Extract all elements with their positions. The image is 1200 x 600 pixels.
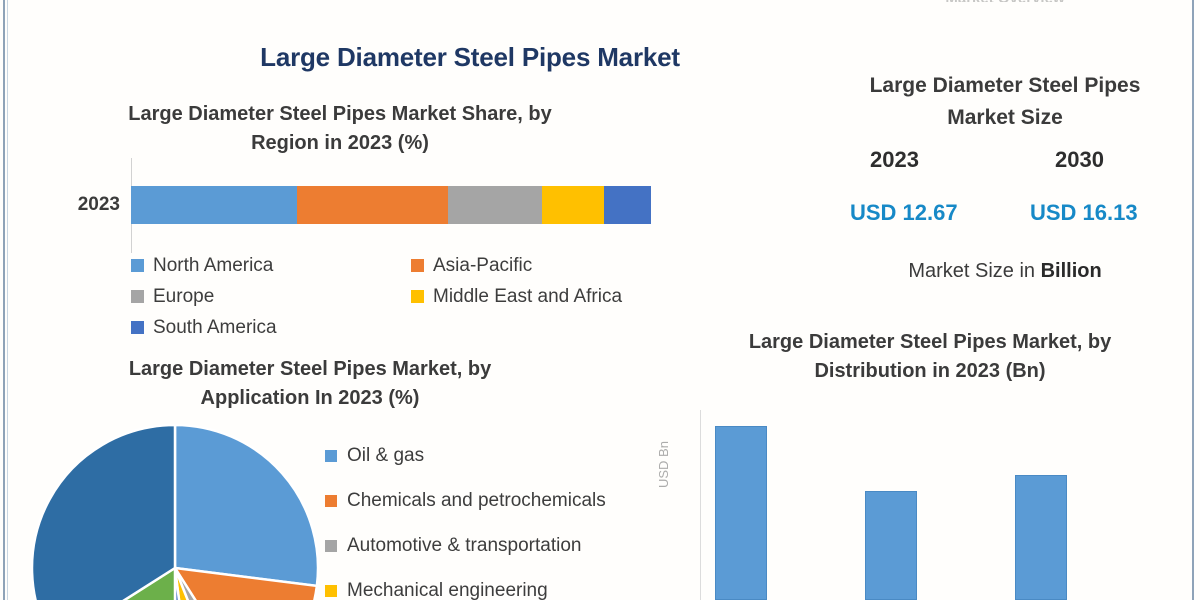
market-size-year-start: 2023: [870, 147, 919, 172]
region-segment-europe: [448, 186, 542, 224]
legend-item: Europe: [131, 281, 411, 312]
region-share-title-line2: Region in 2023 (%): [251, 132, 429, 154]
distribution-axis-line: [700, 410, 701, 600]
pie-slice-construction: [30, 423, 177, 600]
pie-svg: [30, 423, 320, 600]
region-segment-middle-east-and-africa: [541, 186, 605, 224]
legend-label: Mechanical engineering: [347, 579, 548, 600]
legend-swatch-icon: [325, 539, 337, 552]
distribution-ylabel: USD Bn: [656, 441, 671, 488]
left-frame-rule: [3, 0, 5, 600]
left-inner-frame-rule: [7, 0, 8, 600]
region-stacked-bar-chart: 2023: [0, 158, 680, 253]
legend-item: Oil & gas: [325, 433, 670, 478]
market-size-year-end: 2030: [1055, 147, 1104, 172]
legend-item: Mechanical engineering: [325, 568, 670, 600]
application-panel: Large Diameter Steel Pipes Market, by Ap…: [0, 355, 670, 600]
legend-swatch-icon: [325, 449, 337, 462]
legend-label: Chemicals and petrochemicals: [347, 489, 606, 511]
legend-swatch-icon: [325, 494, 337, 507]
page-title: Large Diameter Steel Pipes Market: [260, 42, 680, 72]
legend-swatch-icon: [131, 290, 144, 303]
legend-swatch-icon: [411, 290, 424, 303]
legend-label: North America: [153, 254, 274, 276]
distribution-title-line2: Distribution in 2023 (Bn): [814, 360, 1046, 382]
region-segment-asia-pacific: [297, 186, 449, 224]
legend-swatch-icon: [411, 259, 424, 272]
market-size-panel: Large Diameter Steel Pipes Market Size 2…: [810, 70, 1200, 300]
application-title: Large Diameter Steel Pipes Market, by Ap…: [10, 355, 610, 413]
pie-slice-chemicals-and-petrochemicals: [172, 566, 319, 600]
market-size-value-start: USD 12.67: [850, 200, 958, 225]
pie-slice-automotive-transportation: [173, 567, 197, 600]
distribution-title-line1: Large Diameter Steel Pipes Market, by: [748, 331, 1112, 353]
legend-item: Middle East and Africa: [411, 281, 691, 312]
pie-slice-oil-gas: [173, 423, 320, 588]
application-title-line2: Application In 2023 (%): [200, 387, 420, 409]
legend-item: Asia-Pacific: [411, 250, 691, 281]
distribution-bar-chart: USD Bn: [656, 410, 1200, 600]
market-size-title: Large Diameter Steel Pipes Market Size: [810, 70, 1200, 133]
top-cutoff-text: Market Overview: [880, 0, 1130, 2]
right-frame-rule: [1192, 0, 1194, 600]
application-title-line1: Large Diameter Steel Pipes Market, by: [128, 358, 492, 380]
legend-label: Europe: [153, 285, 215, 307]
legend-label: Middle East and Africa: [433, 285, 623, 307]
market-size-footer-prefix: Market Size in: [908, 260, 1041, 282]
legend-label: Oil & gas: [347, 444, 425, 466]
legend-label: Automotive & transportation: [347, 534, 582, 556]
legend-item: Chemicals and petrochemicals: [325, 478, 670, 523]
region-legend: North America Asia-Pacific Europe Middle Ea…: [131, 250, 691, 343]
market-size-footer: Market Size in Billion: [810, 260, 1200, 283]
market-size-value-end: USD 16.13: [1030, 200, 1138, 225]
legend-swatch-icon: [131, 321, 144, 334]
region-share-panel: Large Diameter Steel Pipes Market Share,…: [0, 100, 680, 350]
distribution-bar: [865, 491, 917, 600]
legend-item: North America: [131, 250, 411, 281]
market-size-title-line1: Large Diameter Steel Pipes: [869, 74, 1141, 97]
region-share-title: Large Diameter Steel Pipes Market Share,…: [20, 100, 660, 158]
legend-label: South America: [153, 316, 277, 338]
distribution-panel: Large Diameter Steel Pipes Market, by Di…: [656, 328, 1200, 600]
legend-item: Automotive & transportation: [325, 523, 670, 568]
market-size-title-line2: Market Size: [947, 105, 1063, 129]
legend-label: Asia-Pacific: [433, 254, 533, 276]
market-size-footer-unit: Billion: [1040, 260, 1102, 282]
region-segment-north-america: [131, 186, 298, 224]
distribution-bar: [1015, 475, 1067, 600]
region-axis-label: 2023: [77, 194, 120, 215]
legend-swatch-icon: [131, 259, 144, 272]
region-share-title-line1: Large Diameter Steel Pipes Market Share,…: [128, 103, 552, 125]
region-segment-south-america: [604, 186, 651, 224]
legend-item: South America: [131, 312, 411, 343]
application-pie-chart: [30, 423, 320, 600]
legend-swatch-icon: [325, 584, 337, 597]
pie-slice-power-generation: [122, 565, 177, 600]
application-legend: Oil & gas Chemicals and petrochemicals Aut…: [325, 433, 670, 600]
region-stacked-bar: [131, 186, 651, 224]
market-size-values: USD 12.67 USD 16.13: [810, 200, 1200, 234]
distribution-title: Large Diameter Steel Pipes Market, by Di…: [680, 328, 1180, 386]
market-size-years: 2023 2030: [810, 147, 1200, 177]
distribution-bar: [715, 426, 767, 600]
